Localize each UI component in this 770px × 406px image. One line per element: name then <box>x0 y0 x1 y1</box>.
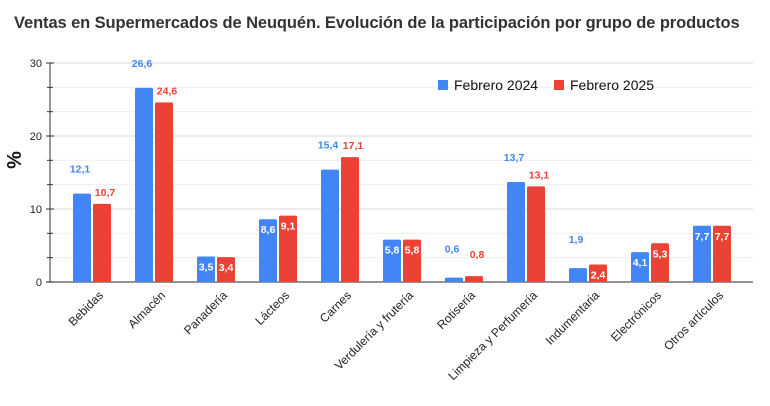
bar-2024 <box>507 181 525 282</box>
legend-label-2024: Febrero 2024 <box>454 77 538 93</box>
bar-2025 <box>155 102 173 282</box>
bar-2025 <box>403 239 421 282</box>
value-label-2024: 5,8 <box>385 245 400 257</box>
value-label-2024: 0,6 <box>445 244 460 256</box>
bar-2025 <box>527 186 545 282</box>
bar-2024 <box>631 252 649 282</box>
legend: Febrero 2024 Febrero 2025 <box>438 77 654 93</box>
bar-2024 <box>259 219 277 282</box>
category-label: Electrónicos <box>608 288 664 344</box>
bar-2025 <box>279 215 297 282</box>
legend-swatch-2024 <box>438 80 448 90</box>
value-label-2024: 3,5 <box>199 261 214 273</box>
bar-2025 <box>93 203 111 282</box>
y-axis-label: % <box>4 151 26 169</box>
y-tick-label: 20 <box>30 131 42 143</box>
chart-title: Ventas en Supermercados de Neuquén. Evol… <box>14 14 740 32</box>
category-labels: Bebidas Almacén Panadería Lácteos CarnesVerd… <box>66 288 727 383</box>
category-label: Bebidas <box>66 288 107 329</box>
y-tick-label: 10 <box>30 204 42 216</box>
bar-2024 <box>135 87 153 282</box>
value-label-2024: 13,7 <box>504 152 525 164</box>
bar-2024 <box>383 239 401 282</box>
value-label-2024: 8,6 <box>261 224 276 236</box>
value-labels: 12,1 10,7 26,6 24,6 3,5 3,4 8,6 9,1 15,4 17,1 5,8 5… <box>70 58 730 282</box>
value-label-2024: 4,1 <box>633 257 648 269</box>
value-label-2025: 24,6 <box>157 85 178 97</box>
bar-2024 <box>693 225 711 282</box>
bar-2024 <box>73 193 91 282</box>
bar-2025 <box>217 257 235 282</box>
value-label-2025: 2,4 <box>591 269 606 281</box>
category-label: Otros artículos <box>661 288 726 353</box>
value-label-2024: 7,7 <box>695 231 710 243</box>
value-label-2024: 1,9 <box>569 234 584 246</box>
bar-2024 <box>569 268 587 282</box>
legend-swatch-2025 <box>554 80 564 90</box>
category-label: Rotisería <box>434 288 478 332</box>
value-label-2025: 17,1 <box>343 140 364 152</box>
gridlines <box>50 62 753 259</box>
value-label-2025: 5,3 <box>653 248 668 260</box>
bar-2024 <box>197 256 215 282</box>
y-tick-label: 30 <box>30 58 42 70</box>
bar-2025 <box>713 225 731 282</box>
value-label-2025: 13,1 <box>529 169 550 181</box>
category-label: Lácteos <box>253 288 293 328</box>
value-label-2025: 9,1 <box>281 221 296 233</box>
bar-2025 <box>465 276 483 282</box>
bars <box>73 87 731 282</box>
bar-2025 <box>651 243 669 282</box>
value-label-2025: 3,4 <box>219 262 234 274</box>
category-label: Almacén <box>125 288 168 331</box>
category-label: Indumentaria <box>543 288 603 348</box>
value-label-2025: 7,7 <box>715 231 730 243</box>
value-label-2024: 15,4 <box>318 140 339 152</box>
legend-label-2025: Febrero 2025 <box>570 77 654 93</box>
value-label-2025: 5,8 <box>405 245 420 257</box>
value-label-2024: 12,1 <box>70 164 91 176</box>
bar-2025 <box>589 264 607 282</box>
value-label-2025: 10,7 <box>95 187 116 199</box>
bar-2024 <box>321 169 339 282</box>
value-label-2025: 0,8 <box>470 249 485 261</box>
y-tick-label: 0 <box>36 277 42 289</box>
bar-2025 <box>341 157 359 282</box>
bar-2024 <box>445 277 463 282</box>
category-label: Panadería <box>181 288 230 337</box>
category-label: Carnes <box>317 288 354 325</box>
value-label-2024: 26,6 <box>132 58 153 70</box>
